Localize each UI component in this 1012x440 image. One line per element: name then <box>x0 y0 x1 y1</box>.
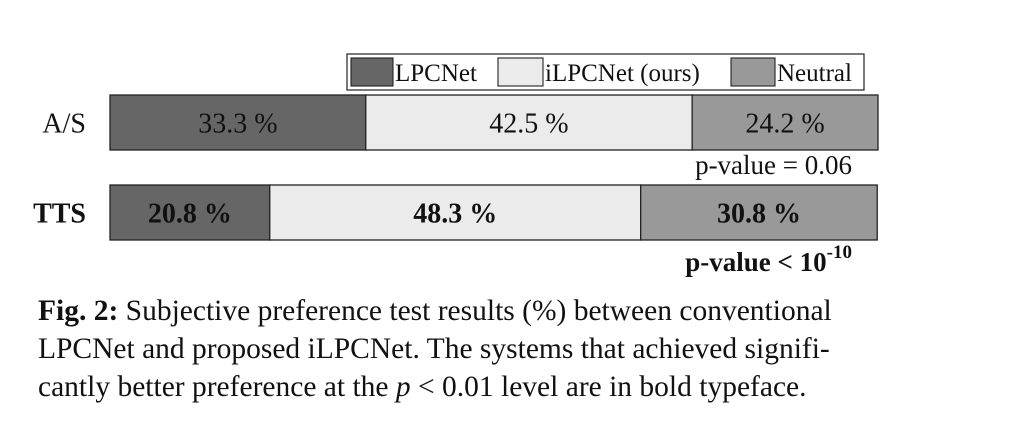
category-label: TTS <box>33 199 86 230</box>
legend-swatch-lpcnet <box>350 57 394 87</box>
legend-label: iLPCNet (ours) <box>545 60 700 87</box>
legend-box <box>346 53 865 91</box>
caption-line-3: cantly better preference at the p < 0.01… <box>38 368 978 406</box>
bar-as-lpcnet <box>109 94 367 151</box>
bar-as-ilpcnet <box>365 94 693 151</box>
legend-label: LPCNet <box>395 60 477 87</box>
p-value-annotation: p-value < 10-10 <box>685 242 852 277</box>
bar-as-neutral <box>691 94 879 151</box>
data-label: 20.8 % <box>148 199 232 230</box>
caption-p-symbol: p <box>395 371 411 403</box>
caption-text-1: Subjective preference test results (%) b… <box>125 295 832 327</box>
data-label: 30.8 % <box>717 199 801 230</box>
figure-caption: Fig. 2: Subjective preference test resul… <box>38 292 978 406</box>
legend-swatch-ilpcnet <box>497 57 544 87</box>
caption-relation: < 0.01 <box>410 371 502 403</box>
bar-tts-ilpcnet <box>269 184 642 241</box>
caption-line-2: LPCNet and proposed iLPCNet. The systems… <box>38 333 830 365</box>
caption-label: Fig. 2: <box>38 295 119 327</box>
bar-tts-lpcnet <box>109 184 271 241</box>
p-value-exponent: -10 <box>827 242 852 263</box>
stacked-bar-chart: 33.3 % 42.5 % 24.2 % A/S 20.8 % 48.3 % 30.8 % T… <box>33 53 879 277</box>
legend-swatch-neutral <box>730 57 776 87</box>
data-label: 42.5 % <box>489 109 568 140</box>
caption-text-3a: cantly better preference at the <box>38 371 396 403</box>
data-label: 24.2 % <box>745 109 824 140</box>
data-label: 33.3 % <box>198 109 277 140</box>
data-label: 48.3 % <box>413 199 497 230</box>
caption-text-3b: level are in bold typeface. <box>501 371 807 403</box>
p-value-annotation: p-value = 0.06 <box>695 150 852 180</box>
category-label: A/S <box>42 109 86 140</box>
bar-tts-neutral <box>640 184 878 241</box>
caption-line-1: Fig. 2: Subjective preference test resul… <box>38 292 978 330</box>
legend-label: Neutral <box>777 60 852 87</box>
